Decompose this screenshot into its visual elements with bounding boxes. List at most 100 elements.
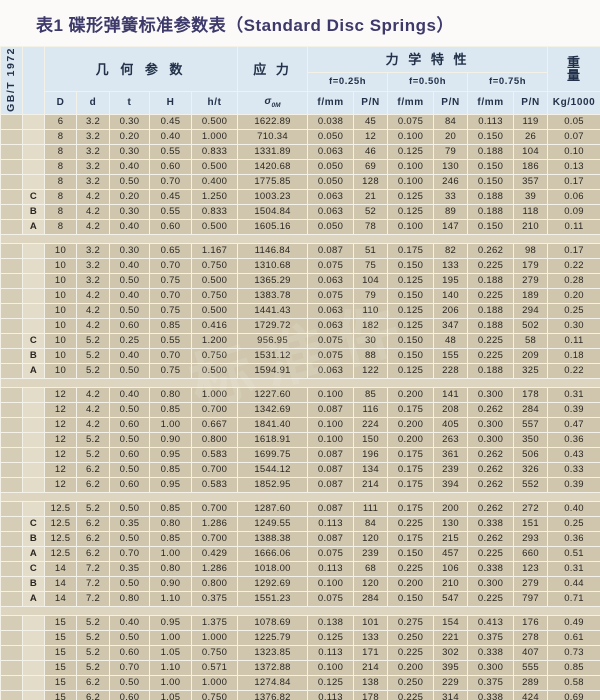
- table-row[interactable]: A 10 5.2 0.50 0.75 0.500 1594.91 0.063 122 0.125 2…: [0, 362, 600, 379]
- cell-force-p-50h: 347: [433, 317, 469, 334]
- cell-weight-kg-per-1000: 0.28: [547, 272, 600, 289]
- cell-force-p-50h: 302: [433, 644, 469, 661]
- cell-force-p-75h: 39: [513, 188, 549, 205]
- table-row[interactable]: 15 5.2 0.70 1.10 0.571 1372.88 0.100 214 0.200 39…: [0, 659, 600, 676]
- cell-force-p-25h: 30: [353, 332, 389, 349]
- cell-force-p-25h: 128: [353, 173, 389, 190]
- table-row[interactable]: C 10 5.2 0.25 0.55 1.200 956.95 0.075 30 0.150 48 0…: [0, 332, 600, 349]
- table-row[interactable]: 15 5.2 0.50 1.00 1.000 1225.79 0.125 133 0.250 22…: [0, 629, 600, 646]
- table-row[interactable]: 10 4.2 0.40 0.70 0.750 1383.78 0.075 79 0.150 140…: [0, 287, 600, 304]
- table-row[interactable]: 12 6.2 0.60 0.95 0.583 1852.95 0.087 214 0.175 39…: [0, 476, 600, 493]
- table-row[interactable]: 12 5.2 0.50 0.90 0.800 1618.91 0.100 150 0.200 26…: [0, 431, 600, 448]
- cell-thickness: 0.70: [109, 545, 150, 562]
- cell-stress-sigma0m: 1078.69: [237, 614, 309, 631]
- col-header-P-25h: P/N: [353, 91, 389, 115]
- table-row[interactable]: C 12.5 6.2 0.35 0.80 1.286 1249.55 0.113 84 0.225…: [0, 515, 600, 532]
- cell-inner-diameter: 4.2: [76, 386, 110, 403]
- table-row[interactable]: 8 3.2 0.50 0.70 0.400 1775.85 0.050 128 0.100 246…: [0, 173, 600, 190]
- cell-inner-diameter: 4.2: [76, 287, 110, 304]
- cell-weight-kg-per-1000: 0.40: [547, 500, 600, 517]
- cell-force-p-75h: 278: [513, 629, 549, 646]
- cell-outer-diameter: 12.5: [44, 530, 77, 547]
- cell-outer-diameter: 8: [44, 173, 77, 190]
- table-row[interactable]: 8 3.2 0.20 0.40 1.000 710.34 0.050 12 0.100 20 0.1…: [0, 128, 600, 145]
- table-row[interactable]: 12 4.2 0.50 0.85 0.700 1342.69 0.087 116 0.175 20…: [0, 401, 600, 418]
- table-row[interactable]: 10 4.2 0.50 0.75 0.500 1441.43 0.063 110 0.125 20…: [0, 302, 600, 319]
- cell-force-p-50h: 133: [433, 257, 469, 274]
- cell-thickness: 0.30: [109, 203, 150, 220]
- cell-stress-sigma0m: 1018.00: [237, 560, 309, 577]
- table-row[interactable]: 15 5.2 0.60 1.05 0.750 1323.85 0.113 171 0.225 30…: [0, 644, 600, 661]
- table-row[interactable]: 8 3.2 0.30 0.55 0.833 1331.89 0.063 46 0.125 79 0.…: [0, 143, 600, 160]
- cell-force-p-25h: 196: [353, 446, 389, 463]
- cell-weight-kg-per-1000: 0.30: [547, 317, 600, 334]
- table-row[interactable]: C 8 4.2 0.20 0.45 1.250 1003.23 0.063 21 0.125 33 0…: [0, 188, 600, 205]
- cell-force-p-25h: 284: [353, 590, 389, 607]
- table-row[interactable]: A 14 7.2 0.80 1.10 0.375 1551.23 0.075 284 0.150 5…: [0, 590, 600, 607]
- cell-thickness: 0.50: [109, 431, 150, 448]
- table-row[interactable]: 10 3.2 0.50 0.75 0.500 1365.29 0.063 104 0.125 19…: [0, 272, 600, 289]
- table-row[interactable]: 10 3.2 0.30 0.65 1.167 1146.84 0.087 51 0.175 82 0…: [0, 242, 600, 259]
- table-row[interactable]: B 12.5 6.2 0.50 0.85 0.700 1388.38 0.087 120 0.17…: [0, 530, 600, 547]
- table-row[interactable]: 15 5.2 0.40 0.95 1.375 1078.69 0.138 101 0.275 15…: [0, 614, 600, 631]
- table-row[interactable]: B 8 4.2 0.30 0.55 0.833 1504.84 0.063 52 0.125 89 0…: [0, 203, 600, 220]
- table-row[interactable]: 12 4.2 0.40 0.80 1.000 1227.60 0.100 85 0.200 141…: [0, 386, 600, 403]
- table-row[interactable]: 6 3.2 0.30 0.45 0.500 1622.89 0.038 45 0.075 84 0.…: [0, 113, 600, 130]
- table-row[interactable]: A 8 4.2 0.40 0.60 0.500 1605.16 0.050 78 0.100 147…: [0, 218, 600, 235]
- series-cell: C: [22, 188, 45, 205]
- cell-thickness: 0.50: [109, 362, 150, 379]
- row-standard-spacer: [0, 401, 23, 418]
- cell-free-height: 1.05: [149, 644, 192, 661]
- row-standard-spacer: [0, 476, 23, 493]
- cell-inner-diameter: 5.2: [76, 659, 110, 676]
- table-row[interactable]: 10 4.2 0.60 0.85 0.416 1729.72 0.063 182 0.125 34…: [0, 317, 600, 334]
- cell-force-p-75h: 178: [513, 386, 549, 403]
- cell-force-p-75h: 294: [513, 302, 549, 319]
- table-row[interactable]: 12.5 5.2 0.50 0.85 0.700 1287.60 0.087 111 0.175…: [0, 500, 600, 517]
- table-row[interactable]: A 12.5 6.2 0.70 1.00 0.429 1666.06 0.075 239 0.15…: [0, 545, 600, 562]
- cell-outer-diameter: 12: [44, 461, 77, 478]
- table-row[interactable]: 12 6.2 0.50 0.85 0.700 1544.12 0.087 134 0.175 23…: [0, 461, 600, 478]
- cell-inner-diameter: 6.2: [76, 461, 110, 478]
- cell-weight-kg-per-1000: 0.17: [547, 173, 600, 190]
- cell-weight-kg-per-1000: 0.31: [547, 386, 600, 403]
- cell-stress-sigma0m: 956.95: [237, 332, 309, 349]
- cell-outer-diameter: 8: [44, 203, 77, 220]
- cell-weight-kg-per-1000: 0.25: [547, 515, 600, 532]
- cell-outer-diameter: 12: [44, 416, 77, 433]
- series-cell: C: [22, 560, 45, 577]
- table-row[interactable]: 15 6.2 0.50 1.00 1.000 1274.84 0.125 138 0.250 22…: [0, 674, 600, 691]
- cell-inner-diameter: 6.2: [76, 515, 110, 532]
- cell-thickness: 0.20: [109, 188, 150, 205]
- table-row[interactable]: 10 3.2 0.40 0.70 0.750 1310.68 0.075 75 0.150 133…: [0, 257, 600, 274]
- cell-stress-sigma0m: 1441.43: [237, 302, 309, 319]
- table-row[interactable]: 12 5.2 0.60 0.95 0.583 1699.75 0.087 196 0.175 36…: [0, 446, 600, 463]
- cell-stress-sigma0m: 1666.06: [237, 545, 309, 562]
- table-row[interactable]: 15 6.2 0.60 1.05 0.750 1376.82 0.113 178 0.225 31…: [0, 689, 600, 700]
- cell-thickness: 0.40: [109, 386, 150, 403]
- group-mechanical: 力 学 特 性: [307, 46, 549, 73]
- cell-force-p-25h: 239: [353, 545, 389, 562]
- cell-free-height: 0.80: [149, 560, 192, 577]
- cell-deflection-f-50h: 0.200: [387, 431, 435, 448]
- cell-force-p-50h: 130: [433, 158, 469, 175]
- cell-stress-sigma0m: 1310.68: [237, 257, 309, 274]
- table-row[interactable]: B 10 5.2 0.40 0.70 0.750 1531.12 0.075 88 0.150 15…: [0, 347, 600, 364]
- cell-stress-sigma0m: 1372.88: [237, 659, 309, 676]
- table-row[interactable]: C 14 7.2 0.35 0.80 1.286 1018.00 0.113 68 0.225 10…: [0, 560, 600, 577]
- cell-h-over-t: 1.167: [190, 242, 239, 259]
- row-standard-spacer: [0, 386, 23, 403]
- cell-inner-diameter: 5.2: [76, 614, 110, 631]
- cell-deflection-f-50h: 0.225: [387, 689, 435, 700]
- table-row[interactable]: B 14 7.2 0.50 0.90 0.800 1292.69 0.100 120 0.200 2…: [0, 575, 600, 592]
- cell-deflection-f-25h: 0.138: [307, 614, 355, 631]
- cell-h-over-t: 0.429: [190, 545, 239, 562]
- cell-force-p-25h: 133: [353, 629, 389, 646]
- cell-weight-kg-per-1000: 0.17: [547, 242, 600, 259]
- table-row[interactable]: 12 4.2 0.60 1.00 0.667 1841.40 0.100 224 0.200 40…: [0, 416, 600, 433]
- table-row[interactable]: 8 3.2 0.40 0.60 0.500 1420.68 0.050 69 0.100 130 0…: [0, 158, 600, 175]
- cell-force-p-50h: 394: [433, 476, 469, 493]
- cell-force-p-50h: 84: [433, 113, 469, 130]
- cell-force-p-50h: 89: [433, 203, 469, 220]
- block-separator: [0, 377, 600, 388]
